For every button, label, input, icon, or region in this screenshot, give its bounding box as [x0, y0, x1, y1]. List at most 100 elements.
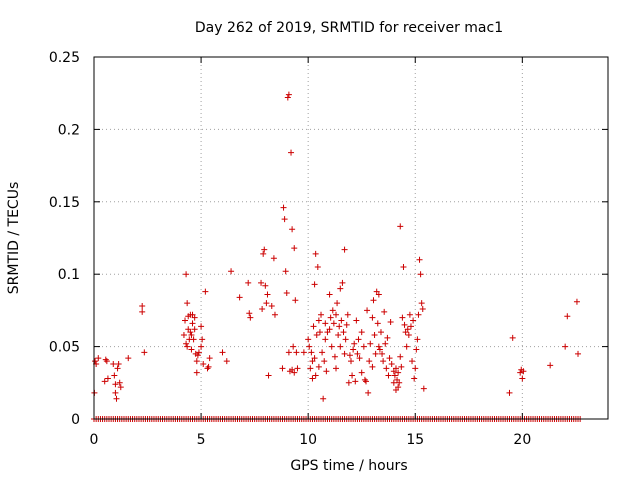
data-point: [372, 350, 379, 357]
data-point: [350, 346, 357, 353]
data-point: [358, 329, 365, 336]
data-point: [245, 279, 252, 286]
data-point: [379, 350, 386, 357]
data-point: [294, 365, 301, 372]
data-point: [194, 352, 201, 359]
data-point: [104, 375, 111, 382]
data-point: [318, 311, 325, 318]
data-point: [322, 336, 329, 343]
data-point: [236, 294, 243, 301]
data-point: [407, 323, 414, 330]
data-point: [265, 372, 272, 379]
data-point: [384, 334, 391, 341]
data-point: [263, 300, 270, 307]
data-point: [293, 349, 300, 356]
data-point: [260, 250, 267, 257]
y-tick-label: 0.25: [49, 50, 80, 66]
data-point: [404, 326, 411, 333]
data-point: [189, 320, 196, 327]
data-point: [420, 385, 427, 392]
data-point: [385, 372, 392, 379]
data-point: [320, 395, 327, 402]
data-point: [114, 365, 121, 372]
data-point: [397, 223, 404, 230]
data-point: [280, 204, 287, 211]
data-point: [377, 329, 384, 336]
data-point: [258, 279, 265, 286]
axis-ticks: 0 0.05 0.1 0.15 0.2 0.25 0 5 10 15 20: [49, 50, 608, 448]
data-point: [195, 349, 202, 356]
data-points: [91, 91, 584, 422]
data-point: [261, 246, 268, 253]
data-point: [309, 375, 316, 382]
data-point: [247, 314, 254, 321]
grid-lines: [94, 57, 608, 419]
data-point: [246, 310, 253, 317]
data-point: [374, 320, 381, 327]
x-tick-label: 20: [513, 432, 531, 448]
data-point: [291, 369, 298, 376]
data-point: [141, 349, 148, 356]
data-point: [184, 300, 191, 307]
data-point: [334, 300, 341, 307]
data-point: [573, 298, 580, 305]
data-point: [338, 317, 345, 324]
data-point: [193, 358, 200, 365]
data-point: [110, 360, 117, 367]
data-point: [117, 384, 124, 391]
data-point: [219, 349, 226, 356]
data-point: [366, 358, 373, 365]
data-point: [509, 334, 516, 341]
data-point: [111, 372, 118, 379]
data-point: [259, 305, 266, 312]
data-point: [403, 343, 410, 350]
data-point: [391, 372, 398, 379]
data-point: [307, 365, 314, 372]
data-point: [387, 318, 394, 325]
data-point: [405, 332, 412, 339]
data-point: [306, 343, 313, 350]
data-point: [415, 311, 422, 318]
data-point: [411, 375, 418, 382]
data-point: [311, 355, 318, 362]
data-point: [182, 317, 189, 324]
data-point: [333, 365, 340, 372]
y-axis-label: SRMTID / TECUs: [6, 182, 22, 295]
data-point: [383, 365, 390, 372]
data-point: [346, 352, 353, 359]
data-point: [562, 343, 569, 350]
data-point: [101, 378, 108, 385]
data-point: [198, 343, 205, 350]
data-point: [112, 381, 119, 388]
data-point: [312, 372, 319, 379]
data-point: [271, 311, 278, 318]
data-point: [183, 271, 190, 278]
data-point: [300, 349, 307, 356]
data-point: [198, 323, 205, 330]
data-point: [329, 307, 336, 314]
data-point: [223, 358, 230, 365]
data-point: [313, 332, 320, 339]
data-point: [380, 358, 387, 365]
data-point: [506, 389, 513, 396]
data-point: [312, 250, 319, 257]
data-point: [520, 368, 527, 375]
x-tick-label: 15: [406, 432, 424, 448]
y-tick-label: 0.2: [58, 122, 80, 138]
data-point: [360, 343, 367, 350]
data-point: [322, 320, 329, 327]
data-point: [390, 379, 397, 386]
data-point: [285, 349, 292, 356]
data-point: [367, 340, 374, 347]
data-point: [362, 378, 369, 385]
data-point: [202, 288, 209, 295]
data-point: [281, 216, 288, 223]
data-point: [292, 297, 299, 304]
data-point: [113, 395, 120, 402]
data-point: [190, 336, 197, 343]
data-point: [335, 332, 342, 339]
data-point: [406, 311, 413, 318]
data-point: [311, 281, 318, 288]
data-point: [270, 255, 277, 262]
data-point: [337, 285, 344, 292]
